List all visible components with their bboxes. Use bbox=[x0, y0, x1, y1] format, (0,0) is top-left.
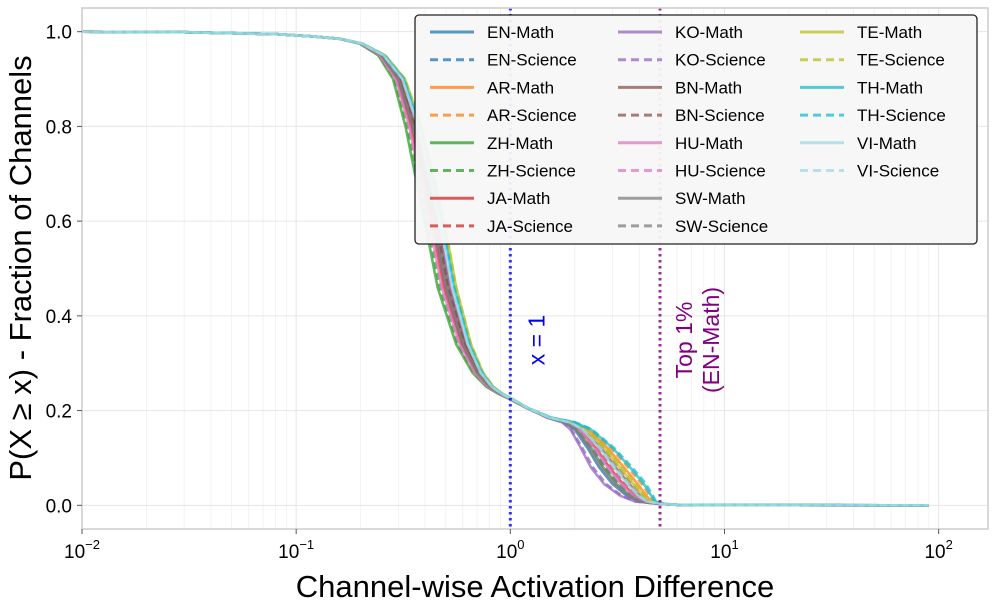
annotations: x = 1 Top 1% (EN-Math) bbox=[523, 287, 724, 393]
x-equals-1-label: x = 1 bbox=[523, 315, 549, 366]
x-axis-ticks: 10−2 10−1 100 101 102 bbox=[64, 529, 953, 563]
legend-label-sw-science: SW-Science bbox=[675, 217, 768, 236]
legend-label-te-math: TE-Math bbox=[857, 23, 922, 42]
legend-label-sw-math: SW-Math bbox=[675, 189, 746, 208]
legend-label-bn-math: BN-Math bbox=[675, 78, 742, 97]
top-1-percent-label-line2: (EN-Math) bbox=[698, 287, 724, 393]
y-tick-label: 0.6 bbox=[46, 212, 72, 233]
legend-label-ko-math: KO-Math bbox=[675, 23, 743, 42]
legend-label-en-science: EN-Science bbox=[487, 51, 577, 70]
legend-label-bn-science: BN-Science bbox=[675, 106, 765, 125]
legend: EN-Math EN-Science AR-Math AR-Science ZH-Mat… bbox=[414, 14, 978, 245]
legend-label-ar-math: AR-Math bbox=[487, 78, 554, 97]
x-tick-label: 102 bbox=[924, 537, 952, 563]
legend-label-ja-math: JA-Math bbox=[487, 189, 550, 208]
legend-label-ar-science: AR-Science bbox=[487, 106, 577, 125]
reference-lines bbox=[508, 8, 662, 529]
legend-label-hu-math: HU-Math bbox=[675, 134, 743, 153]
x-tick-label: 10−2 bbox=[64, 537, 100, 563]
series-line-vi-science bbox=[81, 30, 929, 507]
legend-box bbox=[414, 14, 978, 245]
legend-label-th-math: TH-Math bbox=[857, 78, 923, 97]
legend-label-te-science: TE-Science bbox=[857, 51, 945, 70]
x-tick-label: 100 bbox=[496, 537, 524, 563]
legend-label-vi-science: VI-Science bbox=[857, 162, 939, 181]
y-tick-label: 0.2 bbox=[46, 402, 72, 423]
legend-label-zh-science: ZH-Science bbox=[487, 162, 576, 181]
plot-frame bbox=[81, 7, 989, 530]
y-tick-label: 0.8 bbox=[46, 117, 72, 138]
legend-label-zh-math: ZH-Math bbox=[487, 134, 553, 153]
y-tick-label: 1.0 bbox=[46, 23, 72, 44]
legend-label-vi-math: VI-Math bbox=[857, 134, 917, 153]
top-1-percent-label-line1: Top 1% bbox=[671, 302, 697, 379]
y-tick-label: 0.0 bbox=[46, 496, 72, 517]
x-axis-title: Channel-wise Activation Difference bbox=[296, 569, 774, 604]
legend-label-hu-science: HU-Science bbox=[675, 162, 766, 181]
y-tick-label: 0.4 bbox=[46, 307, 73, 328]
y-axis-ticks: 0.0 0.2 0.4 0.6 0.8 1.0 bbox=[46, 23, 82, 517]
legend-label-ja-science: JA-Science bbox=[487, 217, 573, 236]
legend-label-th-science: TH-Science bbox=[857, 106, 946, 125]
series-lines bbox=[81, 30, 929, 507]
y-axis-title: P(X ≥ x) - Fraction of Channels bbox=[3, 55, 38, 480]
legend-label-ko-science: KO-Science bbox=[675, 51, 766, 70]
legend-label-en-math: EN-Math bbox=[487, 23, 554, 42]
x-tick-label: 101 bbox=[710, 537, 738, 563]
x-tick-label: 10−1 bbox=[278, 537, 314, 563]
